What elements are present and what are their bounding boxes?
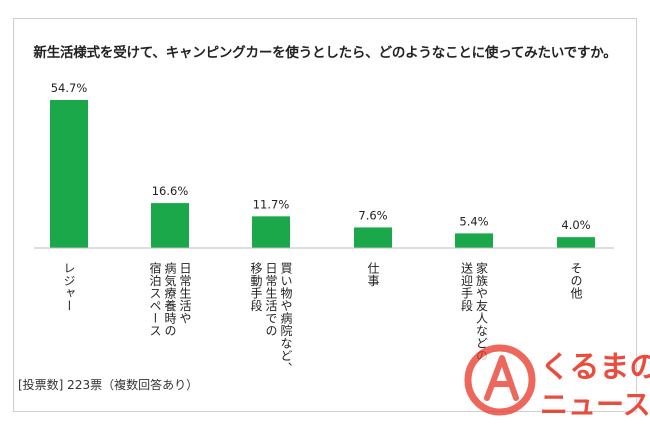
logo-text-bottom: ニュース	[540, 388, 650, 421]
category-label: その他	[569, 262, 583, 300]
category-label-column: 日常生活での	[264, 262, 278, 337]
bar	[557, 237, 595, 248]
category-label: レジャー	[62, 262, 76, 312]
chart-panel	[13, 18, 637, 412]
bar	[354, 227, 392, 248]
category-label-column: 病気療養時の	[163, 261, 177, 337]
category-label: 仕事	[366, 262, 380, 287]
kuruma-no-news-logo: くるまの ニュース	[464, 344, 650, 422]
logo-text-top: くるまの	[540, 350, 650, 385]
bar	[151, 203, 189, 248]
data-label: 11.7%	[253, 197, 290, 211]
chart-title: 新生活様式を受けて、キャンピングカーを使うとしたら、どのようなことに使ってみたい…	[33, 45, 617, 61]
category-label-column: レジャー	[62, 262, 76, 312]
bar	[252, 216, 290, 248]
footnote: [投票数] 223票（複数回答あり）	[18, 378, 199, 392]
bar	[455, 233, 493, 248]
data-label: 7.6%	[358, 208, 387, 222]
data-label: 16.6%	[152, 184, 189, 198]
bars-layer	[50, 100, 595, 248]
bar	[50, 100, 88, 248]
category-label-column: 日常生活や	[178, 262, 192, 325]
data-label: 4.0%	[561, 218, 590, 232]
category-label-column: その他	[569, 262, 583, 300]
category-label-column: 買い物や病院など、	[279, 262, 293, 375]
category-label-column: 移動手段	[249, 262, 263, 313]
category-label-column: 家族や友人などの	[475, 261, 489, 362]
data-label: 54.7%	[51, 81, 88, 95]
category-label-column: 送迎手段	[460, 261, 474, 313]
category-label-column: 宿泊スペース	[148, 261, 162, 337]
category-label-column: 仕事	[366, 262, 380, 287]
data-label: 5.4%	[459, 214, 488, 228]
